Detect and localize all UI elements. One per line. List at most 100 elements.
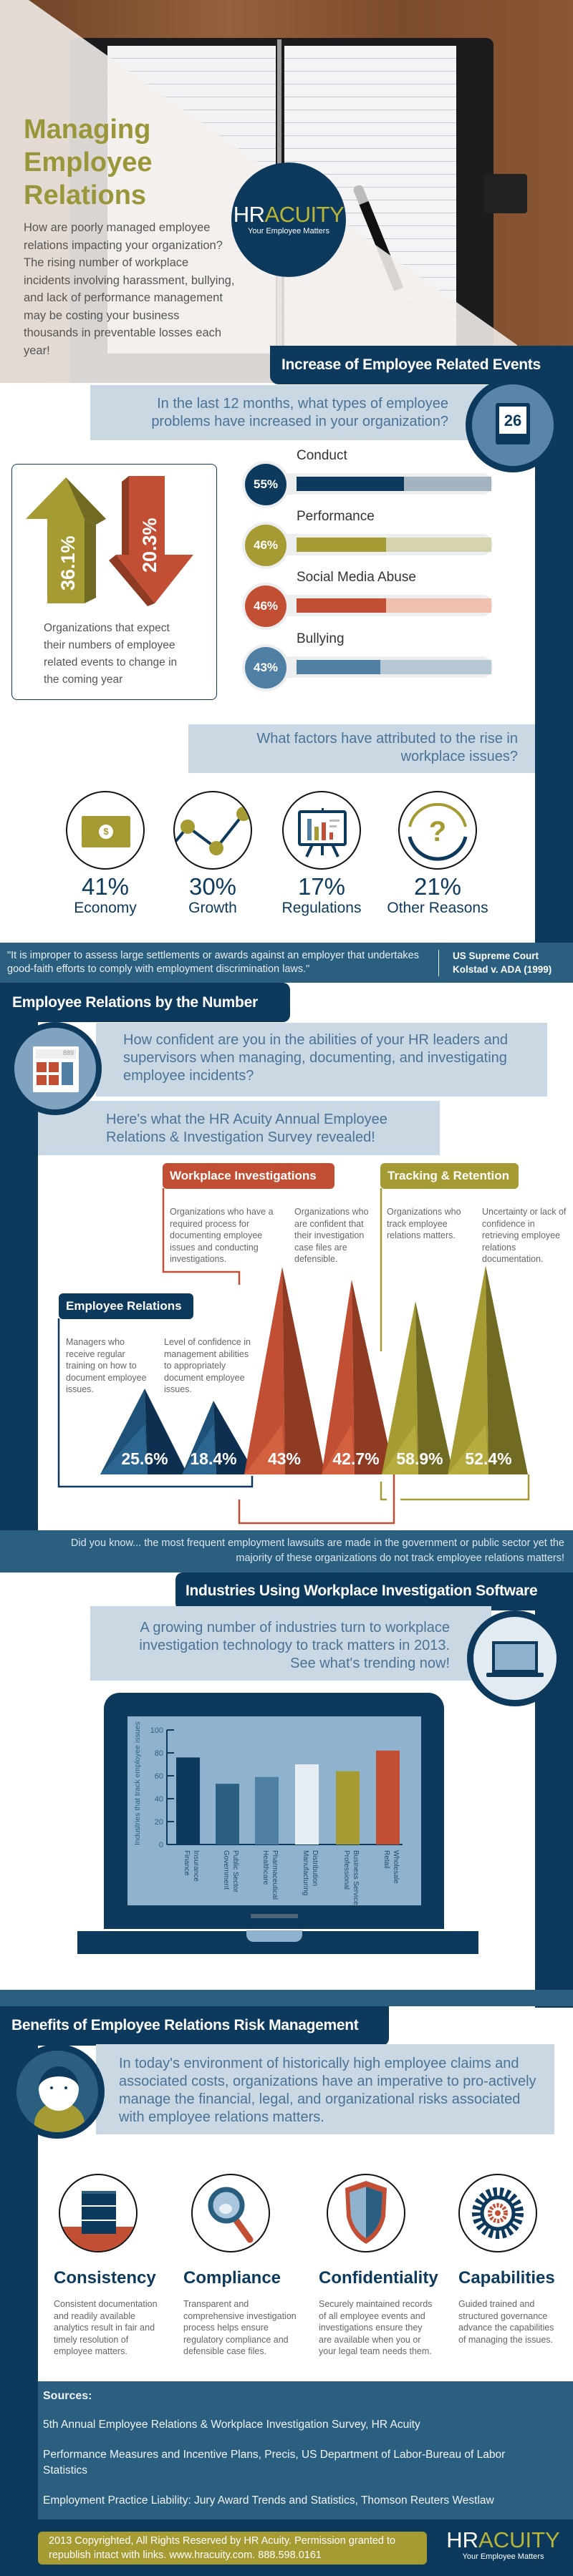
bar-label: Conduct: [297, 448, 347, 463]
bar-label: Social Media Abuse: [297, 570, 416, 585]
x-tick-label: Professional: [342, 1850, 350, 1890]
hero-title-line: Managing: [24, 115, 151, 145]
bar-row: Performance 46%: [242, 509, 500, 573]
triangle-value: 52.4%: [465, 1449, 511, 1468]
shield-icon: [327, 2174, 405, 2252]
group-brackets: [57, 1188, 530, 1525]
x-tick-label: Government: [222, 1850, 230, 1890]
triangle-value: 25.6%: [121, 1449, 168, 1468]
quote-text: "It is improper to assess large settleme…: [7, 950, 419, 975]
benefit-item: Consistency Consistent documentation and…: [54, 2174, 168, 2358]
benefits-intro-text: In today's environment of historically h…: [119, 2056, 536, 2125]
triangle-face: [486, 1265, 528, 1474]
logo-tagline: Your Employee Matters: [462, 2552, 544, 2561]
wi-desc-2: Organizations who are confident that the…: [294, 1207, 369, 1264]
factors-question: What factors have attributed to the rise…: [188, 724, 535, 773]
factor-label: Regulations: [281, 900, 362, 916]
bracket-workplace-top: [162, 1188, 241, 1285]
triangle-value: 58.9%: [396, 1449, 443, 1468]
calendar-badge: 26: [466, 378, 560, 472]
arrows-graphic: 36.1% 20.3%: [26, 476, 193, 606]
x-tick-label: Distribution: [311, 1850, 319, 1886]
laptop-badge: [467, 1610, 563, 1706]
x-tick-label: Pharmaceutical: [271, 1850, 279, 1900]
arrow-up-value: 36.1%: [57, 535, 79, 590]
bar-value-badge: 46%: [245, 585, 286, 627]
source-item: Performance Measures and Incentive Plans…: [43, 2449, 506, 2477]
bar-row: Conduct 55%: [242, 448, 500, 512]
survey-triangle: [100, 1389, 188, 1474]
bar-fill: [297, 477, 404, 491]
benefit-title: Compliance: [183, 2268, 281, 2288]
benefit-desc: Transparent and comprehensive investigat…: [183, 2299, 297, 2356]
triangle-face: [213, 1401, 256, 1474]
triangle-face: [244, 1267, 285, 1474]
bar: [336, 1771, 360, 1844]
industries-intro-text: A growing number of industries turn to w…: [139, 1620, 450, 1671]
triangle-face: [352, 1280, 395, 1474]
bar-fill: [297, 598, 387, 613]
benefit-title: Confidentiality: [319, 2268, 438, 2288]
numbers-header: Employee Relations by the Number: [0, 983, 290, 1022]
factor-label: Growth: [188, 900, 237, 916]
industries-header-title: Industries Using Workplace Investigation…: [186, 1583, 538, 1599]
arrow-up-icon: [26, 477, 106, 603]
arrow-caption: Organizations that expect their numbers …: [44, 622, 178, 686]
tr-desc-2: Uncertainty or lack of confidence in ret…: [482, 1207, 567, 1264]
tab-tracking-retention: Tracking & Retention: [380, 1163, 519, 1189]
triangle-face: [448, 1265, 488, 1474]
bar: [176, 1757, 200, 1844]
survey-intro: Here's what the HR Acuity Annual Employe…: [38, 1101, 440, 1155]
industries-bar-chart: Industries that track employee issues 0 2…: [133, 1721, 403, 1905]
quote-divider: [438, 950, 439, 976]
bar: [376, 1750, 400, 1844]
factor-value: 30%: [188, 873, 237, 900]
survey-triangle: [244, 1267, 325, 1474]
bar: [295, 1764, 319, 1844]
quote-source: US Supreme Court Kolstad v. ADA (1999): [453, 949, 552, 976]
sources-title: Sources:: [43, 2390, 92, 2402]
bar-fill: [297, 660, 380, 674]
bar-row: Bullying 43%: [242, 631, 500, 696]
tab-employee-relations: Employee Relations: [59, 1293, 193, 1319]
triangle-face: [282, 1267, 325, 1474]
calendar-day: 26: [499, 407, 526, 434]
survey-triangles: 25.6% 18.4% 43% 42.7% 58.9% 52.4%: [57, 1188, 530, 1525]
factors-question-text: What factors have attributed to the rise…: [256, 731, 518, 764]
logo-hr: HR: [233, 202, 265, 227]
y-tick-label: 80: [155, 1749, 163, 1758]
money-icon: $: [66, 791, 145, 870]
logo-wordmark: HRACUITY: [231, 203, 346, 227]
survey-triangle: [382, 1301, 453, 1474]
x-tick-label: Wholesale: [392, 1850, 400, 1884]
bar: [216, 1784, 239, 1844]
factor-value: 41%: [81, 873, 130, 900]
factor-label: Other Reasons: [387, 900, 488, 916]
logo-hr: HR: [446, 2527, 479, 2552]
triangle-face: [145, 1389, 188, 1474]
events-header: Increase of Employee Related Events: [270, 346, 573, 384]
copyright-text: 2013 Copyrighted, All Rights Reserved by…: [49, 2535, 396, 2561]
triangle-face: [415, 1301, 453, 1474]
arrow-down-value: 20.3%: [139, 517, 160, 573]
hero-title-line: Employee: [24, 147, 153, 178]
group-title: Employee Relations: [66, 1299, 182, 1313]
monitor-button: [251, 1914, 298, 1918]
factor-value: 21%: [413, 873, 462, 900]
hero-title: Managing Employee Relations: [24, 113, 153, 212]
y-tick-label: 100: [150, 1726, 163, 1735]
tr-desc-1: Organizations who track employee relatio…: [387, 1207, 461, 1240]
x-tick-label: Finance: [183, 1850, 191, 1876]
survey-intro-text: Here's what the HR Acuity Annual Employe…: [106, 1112, 387, 1145]
logo-acuity: ACUITY: [478, 2527, 560, 2552]
survey-triangle: [322, 1280, 395, 1474]
y-tick-label: 20: [155, 1818, 163, 1827]
confidence-question: How confident are you in the abilities o…: [96, 1023, 547, 1097]
benefit-list: Consistency Consistent documentation and…: [0, 2174, 573, 2367]
triangle-face: [322, 1280, 355, 1474]
calculator-display: 889: [36, 1049, 76, 1059]
growth-chart-icon: [173, 791, 252, 870]
footer: 2013 Copyrighted, All Rights Reserved by…: [0, 2519, 573, 2576]
er-desc-2: Level of confidence in management abilit…: [164, 1337, 251, 1394]
triangle-face: [382, 1301, 418, 1474]
